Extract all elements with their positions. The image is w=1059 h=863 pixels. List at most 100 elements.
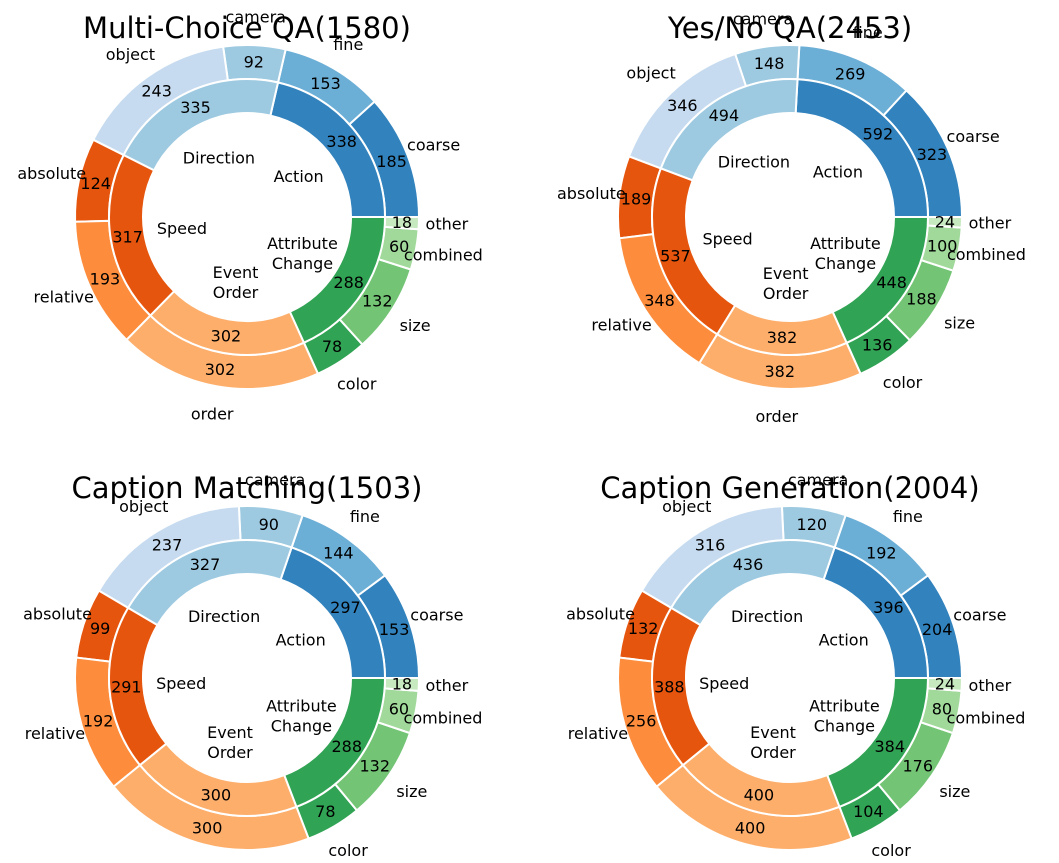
- inner-value-direction: 335: [180, 98, 211, 117]
- outer-value-fine: 153: [310, 74, 341, 93]
- outer-label-relative: relative: [34, 288, 94, 307]
- inner-label-action: Action: [276, 630, 326, 649]
- inner-value-direction: 494: [709, 106, 740, 125]
- inner-label-direction: Direction: [188, 607, 260, 626]
- outer-label-combined: combined: [947, 708, 1026, 727]
- inner-label-speed: Speed: [702, 229, 752, 248]
- outer-value-object: 316: [695, 536, 726, 555]
- inner-wedge-attribute-change: [831, 216, 930, 345]
- outer-value-fine: 144: [323, 543, 354, 562]
- inner-value-attribute-change: 288: [333, 273, 364, 292]
- outer-value-combined: 60: [389, 699, 409, 718]
- outer-label-camera: camera: [245, 470, 305, 489]
- outer-label-color: color: [883, 373, 923, 392]
- outer-label-size: size: [396, 782, 427, 801]
- outer-value-other: 24: [935, 212, 955, 231]
- outer-label-coarse: coarse: [410, 606, 463, 625]
- inner-label-direction: Direction: [183, 148, 255, 167]
- inner-value-speed: 537: [660, 246, 691, 265]
- outer-value-camera: 90: [259, 515, 279, 534]
- outer-value-absolute: 189: [621, 189, 652, 208]
- outer-label-other: other: [426, 215, 469, 234]
- outer-value-relative: 256: [626, 712, 657, 731]
- outer-label-absolute: absolute: [17, 164, 86, 183]
- outer-label-order: order: [755, 407, 798, 426]
- outer-value-absolute: 99: [90, 619, 110, 638]
- inner-value-action: 396: [873, 598, 904, 617]
- outer-label-coarse: coarse: [953, 606, 1006, 625]
- inner-value-action: 297: [330, 598, 361, 617]
- outer-value-coarse: 153: [379, 620, 410, 639]
- outer-label-combined: combined: [404, 245, 483, 264]
- outer-label-relative: relative: [25, 724, 85, 743]
- outer-label-relative: relative: [568, 724, 628, 743]
- outer-label-object: object: [626, 64, 675, 83]
- outer-label-other: other: [969, 214, 1012, 233]
- outer-label-fine: fine: [350, 507, 380, 526]
- outer-value-other: 18: [392, 213, 412, 232]
- chart-title: Multi-Choice QA(1580): [83, 11, 411, 45]
- inner-label-action: Action: [274, 166, 324, 185]
- inner-value-action: 338: [326, 132, 357, 151]
- outer-label-size: size: [939, 782, 970, 801]
- outer-value-other: 24: [935, 674, 955, 693]
- inner-value-speed: 291: [111, 678, 142, 697]
- outer-label-object: object: [106, 45, 155, 64]
- chart-title: Caption Matching(1503): [72, 471, 423, 505]
- outer-value-fine: 192: [866, 543, 897, 562]
- inner-label-speed: Speed: [157, 218, 207, 237]
- outer-value-absolute: 124: [80, 174, 111, 193]
- outer-value-combined: 100: [927, 237, 958, 256]
- inner-label-attribute-change: Attribute Change: [267, 233, 338, 272]
- inner-value-speed: 388: [654, 678, 685, 697]
- outer-label-object: object: [662, 497, 711, 516]
- inner-value-direction: 327: [190, 555, 221, 574]
- inner-value-event-order: 382: [767, 328, 798, 347]
- outer-value-other: 18: [392, 674, 412, 693]
- outer-label-size: size: [400, 316, 431, 335]
- outer-value-order: 300: [192, 818, 223, 837]
- outer-value-order: 382: [765, 362, 796, 381]
- chart-title: Yes/No QA(2453): [667, 11, 912, 45]
- outer-label-order: order: [174, 862, 217, 863]
- outer-label-relative: relative: [591, 315, 651, 334]
- outer-value-combined: 80: [932, 699, 952, 718]
- inner-value-direction: 436: [733, 555, 764, 574]
- inner-label-event-order: Event Order: [750, 722, 796, 761]
- outer-value-object: 237: [152, 536, 183, 555]
- inner-wedge-attribute-change: [288, 216, 387, 345]
- outer-value-relative: 193: [90, 270, 121, 289]
- outer-label-combined: combined: [947, 245, 1026, 264]
- outer-label-other: other: [426, 676, 469, 695]
- outer-label-absolute: absolute: [557, 184, 626, 203]
- inner-value-event-order: 400: [744, 785, 775, 804]
- inner-label-event-order: Event Order: [763, 263, 809, 302]
- inner-label-event-order: Event Order: [213, 262, 259, 301]
- outer-value-combined: 60: [389, 237, 409, 256]
- chart-title: Caption Generation(2004): [600, 471, 979, 505]
- outer-value-size: 176: [902, 756, 933, 775]
- outer-label-object: object: [119, 497, 168, 516]
- outer-label-combined: combined: [404, 708, 483, 727]
- outer-label-camera: camera: [226, 8, 286, 27]
- outer-value-color: 136: [862, 336, 893, 355]
- outer-label-coarse: coarse: [407, 136, 460, 155]
- outer-value-order: 400: [735, 818, 766, 837]
- inner-label-direction: Direction: [731, 607, 803, 626]
- outer-label-absolute: absolute: [23, 604, 92, 623]
- outer-label-order: order: [191, 404, 234, 423]
- outer-value-object: 346: [667, 96, 698, 115]
- outer-label-color: color: [328, 841, 368, 860]
- outer-label-color: color: [337, 375, 377, 394]
- outer-value-order: 302: [205, 360, 236, 379]
- inner-label-action: Action: [813, 162, 863, 181]
- outer-value-coarse: 185: [376, 152, 407, 171]
- inner-label-speed: Speed: [699, 673, 749, 692]
- outer-value-fine: 269: [835, 65, 866, 84]
- outer-label-other: other: [969, 676, 1012, 695]
- inner-label-action: Action: [819, 630, 869, 649]
